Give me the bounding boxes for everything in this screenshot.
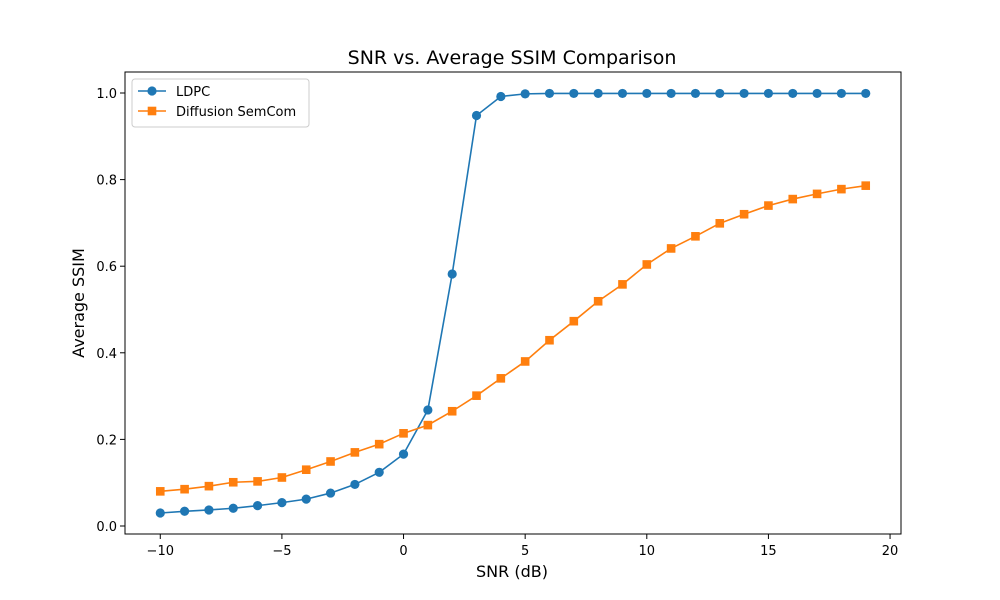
data-point-diffusion-semcom: [253, 477, 262, 486]
data-point-ldpc: [277, 498, 287, 508]
data-point-diffusion-semcom: [301, 465, 311, 475]
series-ldpc: [155, 88, 871, 518]
data-point-diffusion-semcom: [496, 374, 506, 383]
data-point-diffusion-semcom: [204, 481, 214, 491]
data-point-ldpc: [788, 88, 798, 99]
data-point-ldpc: [228, 503, 238, 513]
data-point-diffusion-semcom: [399, 429, 408, 438]
legend-marker-diffusion-semcom: [147, 106, 157, 116]
data-point-ldpc: [471, 110, 482, 121]
plot-area: [155, 88, 871, 518]
y-axis-label: Average SSIM: [69, 248, 88, 358]
data-point-diffusion-semcom: [277, 473, 287, 482]
data-point-ldpc: [252, 501, 263, 511]
data-point-ldpc: [325, 488, 336, 498]
data-point-ldpc: [179, 506, 190, 516]
data-point-diffusion-semcom: [642, 260, 652, 269]
data-point-ldpc: [447, 269, 457, 279]
data-point-diffusion-semcom: [764, 201, 773, 210]
data-point-diffusion-semcom: [472, 391, 481, 400]
data-point-ldpc: [617, 88, 628, 99]
data-point-diffusion-semcom: [837, 184, 846, 194]
data-point-diffusion-semcom: [861, 181, 871, 190]
data-point-ldpc: [398, 449, 409, 459]
plot-frame: [124, 71, 902, 535]
data-point-diffusion-semcom: [788, 194, 798, 204]
data-point-ldpc: [861, 88, 871, 99]
data-point-ldpc: [350, 479, 360, 490]
data-point-diffusion-semcom: [593, 296, 603, 306]
data-point-ldpc: [690, 88, 701, 99]
x-axis-label: SNR (dB): [476, 562, 548, 581]
data-point-diffusion-semcom: [812, 189, 822, 199]
data-point-diffusion-semcom: [739, 209, 749, 219]
data-point-diffusion-semcom: [520, 357, 530, 366]
series-line-ldpc: [160, 92, 866, 514]
data-point-diffusion-semcom: [180, 484, 189, 494]
data-point-diffusion-semcom: [228, 477, 238, 487]
data-point-diffusion-semcom: [423, 420, 433, 430]
data-point-ldpc: [204, 505, 214, 515]
series-diffusion-semcom: [155, 181, 871, 496]
data-point-ldpc: [520, 89, 530, 99]
data-point-diffusion-semcom: [350, 448, 360, 457]
x-tick-label: 10: [639, 544, 656, 559]
y-tick-label: 0.2: [96, 433, 117, 448]
data-point-diffusion-semcom: [155, 487, 165, 496]
x-tick-label: 15: [760, 544, 777, 559]
x-tick-label: −10: [147, 544, 174, 559]
data-point-diffusion-semcom: [545, 335, 554, 345]
data-point-ldpc: [496, 91, 506, 102]
data-point-diffusion-semcom: [618, 280, 627, 289]
y-tick-label: 0.4: [96, 347, 117, 362]
data-point-diffusion-semcom: [374, 439, 384, 449]
data-point-ldpc: [739, 88, 749, 99]
data-point-ldpc: [569, 88, 579, 99]
data-point-ldpc: [544, 88, 555, 99]
x-tick-label: 0: [399, 544, 407, 559]
data-point-diffusion-semcom: [447, 406, 457, 416]
data-point-ldpc: [593, 88, 603, 99]
data-point-diffusion-semcom: [569, 316, 579, 326]
legend-label-ldpc: LDPC: [176, 85, 210, 100]
data-point-ldpc: [812, 88, 822, 99]
x-tick-label: 20: [882, 544, 899, 559]
data-point-ldpc: [715, 88, 725, 99]
legend-marker-ldpc: [147, 86, 157, 96]
y-tick-label: 1.0: [96, 87, 117, 102]
legend-box: [131, 78, 310, 128]
data-point-diffusion-semcom: [326, 457, 335, 466]
data-point-ldpc: [763, 88, 774, 99]
legend-label-diffusion-semcom: Diffusion SemCom: [176, 105, 296, 120]
data-point-ldpc: [666, 88, 676, 99]
data-point-ldpc: [836, 88, 847, 99]
y-tick-label: 0.0: [96, 520, 117, 535]
data-point-ldpc: [301, 494, 311, 504]
data-point-ldpc: [642, 88, 652, 99]
data-point-ldpc: [374, 467, 384, 477]
series-line-diffusion-semcom: [160, 184, 866, 493]
x-tick-label: 5: [521, 544, 529, 559]
data-point-ldpc: [155, 508, 165, 518]
data-point-diffusion-semcom: [715, 219, 725, 228]
chart-title: SNR vs. Average SSIM Comparison: [348, 47, 677, 69]
data-point-diffusion-semcom: [691, 232, 700, 241]
x-axis: −10 −5 0 5 10 15 20: [147, 534, 899, 559]
x-tick-label: −5: [272, 544, 291, 559]
legend: LDPC Diffusion SemCom: [131, 78, 310, 128]
data-point-ldpc: [423, 405, 433, 415]
y-axis: 0.0 0.2 0.4 0.6 0.8 1.0: [96, 87, 125, 535]
y-tick-label: 0.6: [96, 260, 117, 275]
y-tick-label: 0.8: [96, 174, 117, 189]
data-point-diffusion-semcom: [666, 244, 676, 253]
